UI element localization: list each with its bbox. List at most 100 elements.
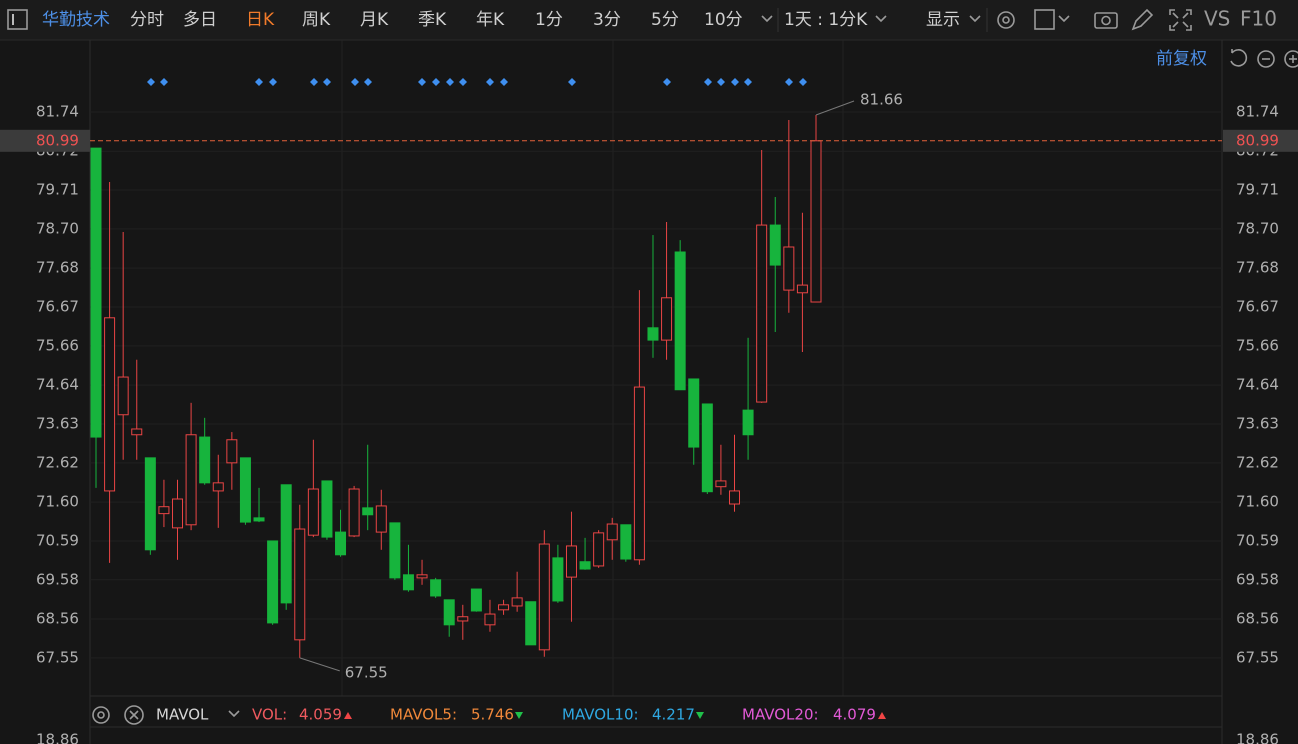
compare-button[interactable]: VS bbox=[1204, 7, 1230, 31]
candle-body bbox=[470, 588, 482, 612]
candle-body bbox=[742, 409, 754, 436]
indicator-name[interactable]: MAVOL bbox=[156, 706, 209, 724]
y-tick-label-right: 74.64 bbox=[1236, 376, 1279, 394]
signal-diamond bbox=[160, 78, 168, 86]
candle-body bbox=[267, 540, 279, 624]
settings-button[interactable] bbox=[997, 11, 1015, 29]
indicator-value: 4.217 bbox=[652, 706, 695, 724]
y-tick-label-left: 71.60 bbox=[36, 493, 79, 511]
signal-diamond bbox=[269, 78, 277, 86]
indicator-label: MAVOL5: bbox=[390, 706, 457, 724]
layout-button[interactable] bbox=[1034, 9, 1070, 30]
interval-dropdown[interactable] bbox=[875, 15, 887, 23]
candle-body bbox=[212, 482, 224, 492]
fullscreen-button[interactable] bbox=[1169, 9, 1192, 31]
candle-body bbox=[756, 224, 768, 403]
zoom-in-button[interactable] bbox=[1284, 50, 1298, 68]
signal-diamond bbox=[568, 78, 576, 86]
y-tick-label-left: 77.68 bbox=[36, 259, 79, 277]
indicator-value: 4.059 bbox=[299, 706, 342, 724]
y-tick-label-right: 79.71 bbox=[1236, 181, 1279, 199]
candle-body bbox=[661, 297, 673, 341]
candle-body bbox=[715, 480, 727, 488]
low-leader bbox=[299, 657, 340, 672]
indicator-close[interactable] bbox=[124, 705, 144, 725]
candle-body bbox=[253, 517, 265, 522]
y-tick-label-left: 81.74 bbox=[36, 102, 79, 120]
period-tab[interactable]: 5分 bbox=[651, 10, 679, 30]
y-tick-label-right: 71.60 bbox=[1236, 493, 1279, 511]
zoom-out-button[interactable] bbox=[1257, 50, 1275, 68]
y-tick-label-left: 70.59 bbox=[36, 531, 79, 549]
indicator-value: 5.746 bbox=[471, 706, 514, 724]
candle-body bbox=[796, 284, 808, 294]
candle-body bbox=[769, 224, 781, 266]
period-tab[interactable]: 月K bbox=[360, 10, 389, 30]
indicator-settings[interactable] bbox=[92, 706, 110, 724]
candle-body bbox=[280, 484, 292, 604]
candle-body bbox=[647, 327, 659, 341]
display-menu[interactable]: 显示 bbox=[926, 10, 960, 30]
period-tab[interactable]: 日K bbox=[246, 10, 275, 30]
candle-body bbox=[674, 251, 686, 391]
candle-body bbox=[728, 490, 740, 505]
more-periods[interactable] bbox=[761, 15, 773, 23]
draw-button[interactable] bbox=[1131, 8, 1154, 31]
trend-arrow bbox=[515, 712, 523, 719]
period-tab[interactable]: 多日 bbox=[183, 10, 217, 30]
candle-body bbox=[565, 545, 577, 578]
y-tick-label-left: 74.64 bbox=[36, 376, 79, 394]
y-tick-label-right: 67.55 bbox=[1236, 648, 1279, 666]
y-tick-label-left: 75.66 bbox=[36, 336, 79, 354]
candle-body bbox=[131, 428, 143, 436]
candle-body bbox=[538, 543, 550, 651]
screenshot-button[interactable] bbox=[1094, 12, 1118, 29]
signal-diamond bbox=[147, 78, 155, 86]
trend-arrow bbox=[344, 712, 352, 719]
period-tab[interactable]: 周K bbox=[302, 10, 331, 30]
volume-axis-label: 18.86 bbox=[1236, 731, 1279, 744]
candle-body bbox=[498, 604, 510, 611]
period-tab[interactable]: 年K bbox=[476, 10, 505, 30]
period-tab[interactable]: 1分 bbox=[535, 10, 563, 30]
period-tab[interactable]: 10分 bbox=[704, 10, 743, 30]
y-tick-label-left: 79.71 bbox=[36, 181, 79, 199]
y-tick-label-left: 76.67 bbox=[36, 298, 79, 316]
signal-diamond bbox=[704, 78, 712, 86]
y-tick-label-right: 73.63 bbox=[1236, 414, 1279, 432]
y-tick-label-left: 69.58 bbox=[36, 570, 79, 588]
candle-body bbox=[633, 386, 645, 561]
display-dropdown[interactable] bbox=[969, 15, 981, 23]
reset-button[interactable] bbox=[1230, 49, 1248, 67]
stock-name[interactable]: 华勤技术 bbox=[42, 10, 110, 30]
signal-diamond bbox=[785, 78, 793, 86]
candle-body bbox=[90, 147, 102, 438]
candle-body bbox=[307, 488, 319, 536]
period-tab[interactable]: 3分 bbox=[593, 10, 621, 30]
indicator-dropdown[interactable] bbox=[228, 710, 240, 718]
signal-diamond bbox=[744, 78, 752, 86]
signal-diamond bbox=[500, 78, 508, 86]
candle-body bbox=[701, 403, 713, 493]
candle-body bbox=[579, 561, 591, 570]
f10-button[interactable]: F10 bbox=[1240, 7, 1277, 31]
candle-body bbox=[321, 480, 333, 538]
candle-body bbox=[144, 457, 156, 551]
period-tab[interactable]: 季K bbox=[418, 10, 447, 30]
sidebar-toggle[interactable] bbox=[7, 9, 28, 30]
toolbar bbox=[0, 0, 1298, 40]
high-marker-label: 81.66 bbox=[860, 91, 903, 109]
signal-diamond bbox=[663, 78, 671, 86]
signal-diamond bbox=[418, 78, 426, 86]
candle-body bbox=[511, 597, 523, 607]
signal-diamond bbox=[446, 78, 454, 86]
candle-body bbox=[457, 616, 469, 622]
y-tick-label-left: 73.63 bbox=[36, 414, 79, 432]
period-tab[interactable]: 分时 bbox=[130, 10, 164, 30]
candle-body bbox=[199, 436, 211, 484]
last-price-label: 80.99 bbox=[36, 131, 79, 149]
interval-select[interactable]: 1天 : 1分K bbox=[784, 10, 868, 30]
adjust-mode[interactable]: 前复权 bbox=[1156, 49, 1207, 69]
signal-diamond bbox=[323, 78, 331, 86]
